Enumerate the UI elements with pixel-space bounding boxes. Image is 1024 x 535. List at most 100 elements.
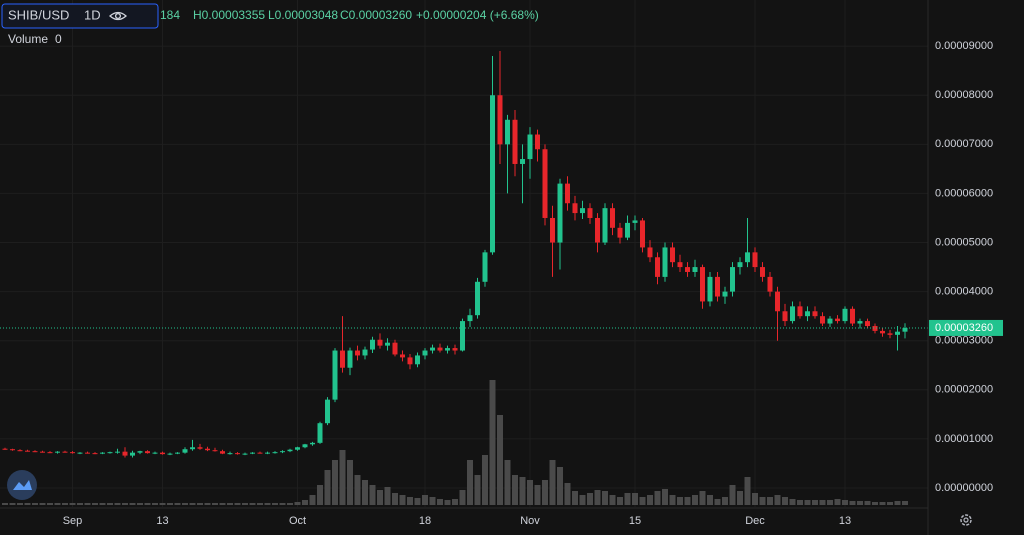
volume-bar <box>617 497 623 505</box>
volume-readout: 0 <box>55 32 62 46</box>
y-tick-label: 0.00000000 <box>935 482 993 494</box>
grid <box>0 0 928 507</box>
y-tick-label: 0.00001000 <box>935 433 993 445</box>
volume-bar <box>422 495 428 505</box>
open-value: 184 <box>160 8 180 22</box>
volume-bar <box>219 503 226 505</box>
volume-bar <box>9 503 16 505</box>
volume-bar <box>129 503 136 505</box>
volume-bar <box>429 497 436 505</box>
candle-body <box>820 316 825 324</box>
candle-body <box>197 447 203 449</box>
candle-body <box>32 451 38 453</box>
candle-body <box>700 267 705 302</box>
candle-body <box>782 311 788 322</box>
volume-bar <box>759 497 766 505</box>
candle-body <box>452 348 458 351</box>
volume-bar <box>182 503 188 505</box>
candle-body <box>460 321 465 351</box>
candle-body <box>467 315 473 322</box>
volume-bar <box>159 503 166 505</box>
logo[interactable] <box>7 470 37 500</box>
candle-body <box>10 449 15 451</box>
volume-bar <box>227 503 233 505</box>
candle-body <box>587 208 593 218</box>
candle-body <box>445 348 450 351</box>
candle-body <box>842 308 848 322</box>
candle-body <box>887 333 893 335</box>
volume-bar <box>339 450 346 505</box>
volume-bar <box>699 491 706 505</box>
volume-bar <box>77 503 83 505</box>
volume-bar <box>99 503 106 505</box>
candle-body <box>775 291 780 312</box>
volume-bar <box>497 415 503 505</box>
candle-body <box>152 452 158 454</box>
candle-body <box>40 451 45 453</box>
eye-icon[interactable] <box>109 11 127 21</box>
candle-body <box>790 306 795 322</box>
candle-body <box>662 247 668 277</box>
volume-bar <box>122 503 128 505</box>
candle-body <box>565 183 570 204</box>
candles <box>0 51 928 458</box>
candle-body <box>602 208 608 243</box>
symbol-box[interactable] <box>1 3 159 29</box>
volume-bar <box>827 500 833 505</box>
volume-bar <box>534 485 541 505</box>
volume-bar <box>107 503 113 505</box>
candle-body <box>685 267 690 272</box>
volume-bar <box>729 485 736 505</box>
volume-bar <box>384 487 391 505</box>
candle-body <box>190 447 195 450</box>
candle-body <box>370 339 375 350</box>
volume-bar <box>287 503 293 505</box>
volume-bar <box>887 502 893 505</box>
volume-bar <box>54 503 61 505</box>
candle-body <box>17 450 23 452</box>
candle-body <box>542 149 548 218</box>
interval[interactable]: 1D <box>84 7 101 22</box>
candle-body <box>827 318 833 324</box>
candle-body <box>107 452 113 454</box>
volume-bar <box>24 503 31 505</box>
volume-bar <box>32 503 38 505</box>
volume-bar <box>204 503 211 505</box>
candle-body <box>752 252 758 268</box>
volume-pane <box>2 380 908 505</box>
candle-body <box>655 257 660 277</box>
volume-bar <box>272 503 278 505</box>
change-value: +0.00000204 (+6.68%) <box>416 8 539 22</box>
volume-bar <box>2 503 8 505</box>
symbol[interactable]: SHIB/USD <box>8 7 69 22</box>
candle-body <box>730 267 735 292</box>
y-tick-label: 0.00005000 <box>935 236 993 248</box>
volume-bar <box>789 499 796 505</box>
y-tick-label: 0.00002000 <box>935 384 993 396</box>
settings-icon[interactable] <box>960 514 972 526</box>
volume-bar <box>459 490 466 505</box>
volume-bar <box>684 497 691 505</box>
candle-body <box>902 327 908 332</box>
candle-body <box>895 331 900 335</box>
volume-bar <box>579 495 586 505</box>
candle-body <box>407 357 413 365</box>
candle-body <box>287 449 293 452</box>
candle-body <box>25 450 30 452</box>
candle-body <box>62 451 68 453</box>
volume-bar <box>347 460 353 505</box>
volume-bar <box>722 497 728 505</box>
volume-bar <box>279 503 286 505</box>
candle-body <box>580 208 585 214</box>
volume-bar <box>174 503 181 505</box>
volume-bar <box>767 497 773 505</box>
volume-bar <box>632 493 638 505</box>
candle-body <box>767 276 773 292</box>
candle-body <box>332 350 338 400</box>
candle-body <box>745 252 750 263</box>
volume-bar <box>144 503 151 505</box>
candle-body <box>235 453 240 455</box>
y-tick-label: 0.00004000 <box>935 286 993 298</box>
volume-bar <box>302 500 308 505</box>
